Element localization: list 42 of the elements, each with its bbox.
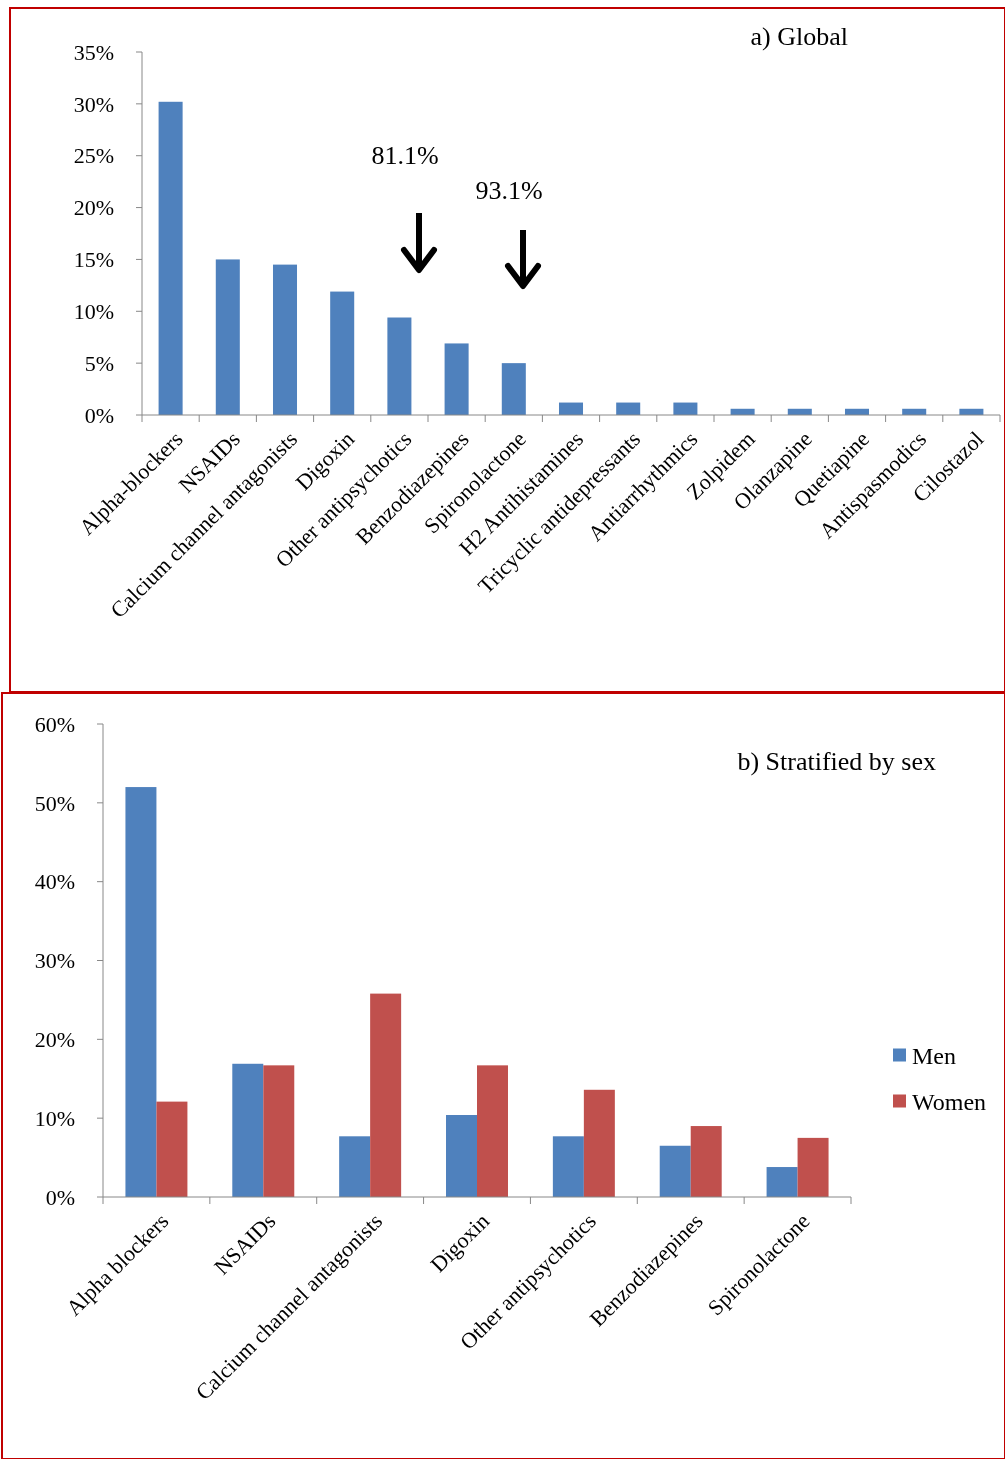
y-tick-label: 25%: [73, 143, 114, 169]
legend-label: Men: [912, 1042, 956, 1069]
bar: [263, 1065, 295, 1197]
y-tick-label: 50%: [34, 790, 75, 816]
bar: [659, 1145, 691, 1197]
bar: [501, 363, 526, 415]
bar: [387, 317, 412, 415]
text: b) Stratified by sex: [737, 747, 936, 776]
y-tick-label: 30%: [34, 948, 75, 974]
bar: [477, 1065, 508, 1197]
bar: [446, 1115, 477, 1197]
bar: [272, 264, 298, 415]
bar: [583, 1089, 615, 1197]
y-tick-label: 35%: [73, 39, 114, 65]
y-tick-label: 40%: [34, 869, 75, 895]
bar: [156, 1101, 188, 1197]
bar: [215, 259, 240, 415]
bar: [125, 787, 157, 1197]
bar: [370, 993, 402, 1197]
bar: [690, 1126, 722, 1197]
y-tick-label: 15%: [73, 247, 114, 273]
bar: [330, 291, 355, 415]
y-tick-label: 20%: [73, 195, 114, 221]
bar: [797, 1137, 829, 1198]
y-tick-label: 10%: [34, 1105, 75, 1131]
y-tick-label: 0%: [84, 402, 114, 428]
y-tick-label: 0%: [45, 1184, 75, 1210]
y-tick-label: 60%: [34, 711, 75, 737]
bar: [444, 343, 469, 415]
y-tick-label: 30%: [73, 91, 114, 117]
annotation: 93.1%: [475, 176, 543, 205]
annotation: 81.1%: [371, 141, 439, 170]
bar: [232, 1063, 264, 1197]
bar: [766, 1167, 798, 1197]
legend-label: Women: [912, 1088, 987, 1115]
chart-title: a) Global: [750, 22, 848, 51]
y-tick-label: 20%: [34, 1027, 75, 1053]
y-tick-label: 5%: [84, 350, 114, 376]
bar: [339, 1136, 371, 1197]
bar: [158, 101, 183, 415]
y-tick-label: 10%: [73, 298, 114, 324]
bar: [552, 1136, 584, 1197]
